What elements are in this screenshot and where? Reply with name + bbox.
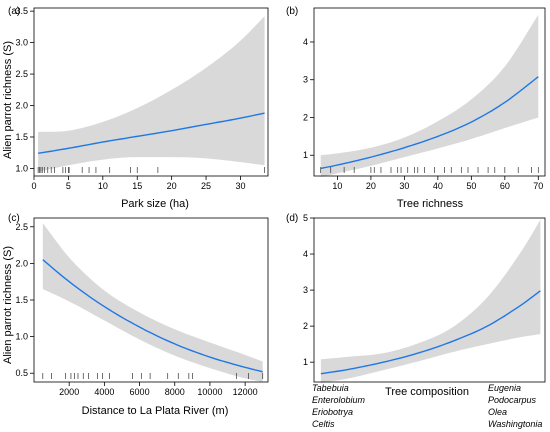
panel-c-fit-line xyxy=(42,259,263,373)
panel-c-x-axis-label: Distance to La Plata River (m) xyxy=(82,405,229,417)
x-tick-label: 4000 xyxy=(94,387,114,397)
y-tick-label: 1.0 xyxy=(15,332,28,342)
panel-a-label: (a) xyxy=(8,6,20,17)
y-tick-label: 3.0 xyxy=(15,38,28,48)
y-tick-label: 3 xyxy=(303,75,308,85)
panel-c-x-ticks: 2000 4000 6000 8000 10000 12000 xyxy=(59,382,258,397)
panel-d-fit-line xyxy=(320,290,541,375)
panel-d-x-axis-label: Tree composition xyxy=(385,386,469,398)
x-tick-label: 5 xyxy=(66,181,71,191)
y-tick-label: 2 xyxy=(303,112,308,122)
panel-c: 2000 4000 6000 8000 10000 12000 0.5 1.0 1.5 2.0 2… xyxy=(2,213,269,417)
y-tick-label: 1.0 xyxy=(15,163,28,173)
x-tick-label: 25 xyxy=(201,181,211,191)
y-tick-label: 1.5 xyxy=(15,295,28,305)
panel-c-label: (c) xyxy=(8,213,20,224)
y-tick-label: 4 xyxy=(303,37,308,47)
taxon-label: Washingtonia xyxy=(488,419,542,429)
taxon-label: Tabebuia xyxy=(312,383,349,393)
y-tick-label: 2 xyxy=(303,321,308,331)
taxon-label: Eriobotrya xyxy=(312,407,353,417)
x-tick-label: 0 xyxy=(31,181,36,191)
taxon-label: Podocarpus xyxy=(488,395,537,405)
y-tick-label: 2.5 xyxy=(15,69,28,79)
x-tick-label: 10 xyxy=(98,181,108,191)
x-tick-label: 8000 xyxy=(165,387,185,397)
y-tick-label: 2.0 xyxy=(15,258,28,268)
panel-b: 10 20 30 40 50 60 70 1 2 3 4 (b) Tree richness xyxy=(286,6,546,210)
x-tick-label: 15 xyxy=(132,181,142,191)
x-tick-label: 6000 xyxy=(130,387,150,397)
y-tick-label: 5 xyxy=(303,213,308,223)
panel-b-x-axis-label: Tree richness xyxy=(397,198,464,210)
y-tick-label: 3 xyxy=(303,285,308,295)
y-tick-label: 3.5 xyxy=(15,6,28,16)
panel-d-frame xyxy=(313,217,546,383)
taxon-label: Eugenia xyxy=(488,383,521,393)
y-tick-label: 4 xyxy=(303,249,308,259)
panel-a-ci-band xyxy=(38,16,265,172)
y-tick-label: 1 xyxy=(303,150,308,160)
x-tick-label: 70 xyxy=(533,181,543,191)
y-tick-label: 2.5 xyxy=(15,222,28,232)
x-tick-label: 2000 xyxy=(59,387,79,397)
panel-d-label: (d) xyxy=(286,213,298,224)
x-tick-label: 12000 xyxy=(233,387,258,397)
panel-b-ci-band xyxy=(320,14,539,178)
panel-a-frame xyxy=(33,7,269,177)
y-tick-label: 1 xyxy=(303,357,308,367)
x-tick-label: 50 xyxy=(466,181,476,191)
panel-c-rug xyxy=(42,373,264,379)
x-tick-label: 30 xyxy=(399,181,409,191)
panel-d-right-taxa: Eugenia Podocarpus Olea Washingtonia xyxy=(488,383,542,429)
y-tick-label: 1.5 xyxy=(15,132,28,142)
panel-b-label: (b) xyxy=(286,6,298,17)
y-tick-label: 2.0 xyxy=(15,101,28,111)
x-tick-label: 40 xyxy=(433,181,443,191)
panel-c-ci-band xyxy=(42,223,263,382)
x-tick-label: 60 xyxy=(500,181,510,191)
panel-a-fit-line xyxy=(37,112,265,154)
taxon-label: Celtis xyxy=(312,419,335,429)
panel-a-y-axis-label: Alien parrot richness (S) xyxy=(2,41,14,159)
x-tick-label: 30 xyxy=(235,181,245,191)
x-tick-label: 10000 xyxy=(197,387,222,397)
panel-a-rug xyxy=(37,167,265,173)
x-tick-label: 20 xyxy=(366,181,376,191)
panel-b-y-ticks: 1 2 3 4 xyxy=(303,37,314,160)
panel-b-frame xyxy=(313,7,546,177)
panel-a-y-ticks: 1.0 1.5 2.0 2.5 3.0 3.5 xyxy=(15,6,34,173)
x-tick-label: 20 xyxy=(167,181,177,191)
taxon-label: Olea xyxy=(488,407,507,417)
panel-a-x-axis-label: Park size (ha) xyxy=(121,198,189,210)
panel-b-rug xyxy=(320,167,539,173)
taxon-label: Enterolobium xyxy=(312,395,366,405)
panel-b-x-ticks: 10 20 30 40 50 60 70 xyxy=(332,176,543,191)
panel-d-left-taxa: Tabebuia Enterolobium Eriobotrya Celtis xyxy=(312,383,366,429)
x-tick-label: 10 xyxy=(332,181,342,191)
panel-c-y-axis-label: Alien parrot richness (S) xyxy=(2,246,14,364)
panel-a-x-ticks: 0 5 10 15 20 25 30 xyxy=(31,176,245,191)
y-tick-label: 0.5 xyxy=(15,368,28,378)
panel-a: 0 5 10 15 20 25 30 1.0 1.5 2.0 2.5 3.0 3.5 (a) Park… xyxy=(2,6,269,210)
panel-d-ci-band xyxy=(320,219,541,384)
panel-d-y-ticks: 1 2 3 4 5 xyxy=(303,213,314,367)
panel-b-fit-line xyxy=(320,76,539,170)
panel-d: 1 2 3 4 5 (d) Tree composition Tabebuia Ente… xyxy=(286,213,546,429)
panel-c-y-ticks: 0.5 1.0 1.5 2.0 2.5 xyxy=(15,222,34,378)
